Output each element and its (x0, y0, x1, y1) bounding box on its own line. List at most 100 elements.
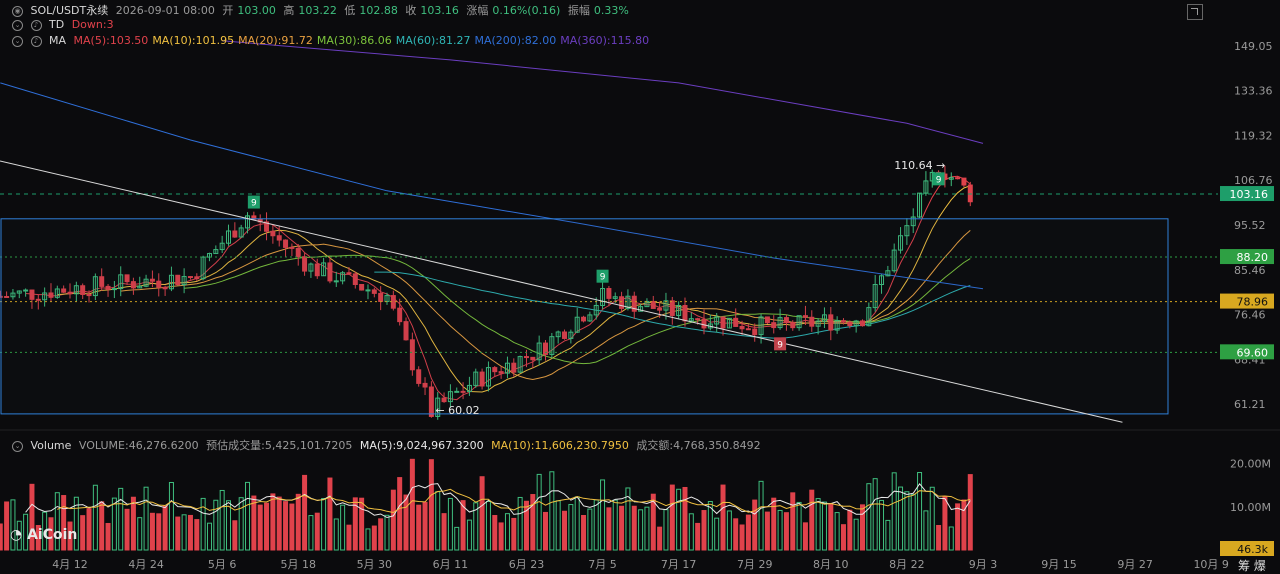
amplitude-value: 0.33% (593, 4, 629, 17)
candle-body (162, 286, 168, 290)
candle-body (289, 246, 295, 249)
candle-body (73, 285, 79, 295)
candle-body (771, 322, 777, 329)
volume-bar (16, 520, 22, 551)
volume-ma-line (57, 488, 971, 514)
fullscreen-icon[interactable] (1187, 4, 1203, 20)
volume-bar (840, 524, 846, 551)
volume-legend[interactable]: ⌄ Volume VOLUME:46,276.6200 预估成交量:5,425,… (12, 437, 765, 453)
bell-icon[interactable]: ♪ (30, 35, 42, 47)
volume-bar (904, 491, 910, 551)
volume-bar (48, 517, 54, 551)
collapse-icon[interactable]: ⌄ (12, 440, 23, 452)
candle-body (891, 249, 897, 272)
candle-body (612, 296, 618, 299)
low-value: 102.88 (359, 4, 398, 17)
volume-bar (574, 496, 580, 551)
volume-bar (961, 499, 967, 551)
volume-axis-label: 20.00M (1230, 458, 1271, 471)
candle-body (441, 397, 447, 403)
candle-body (600, 288, 606, 306)
collapse-icon[interactable]: ⌄ (12, 19, 23, 31)
change-value: 0.16%(0.16) (492, 4, 561, 17)
symbol-name[interactable]: SOL/USDT永续 (30, 4, 109, 17)
volume-bar (479, 476, 485, 551)
collapse-icon[interactable]: ⌄ (12, 35, 23, 47)
candle-body (758, 316, 764, 336)
candle-body (466, 384, 472, 392)
bell-icon[interactable]: ♪ (30, 19, 42, 31)
candle-body (511, 362, 517, 373)
td-mark-label: 9 (777, 340, 783, 350)
candle-body (593, 304, 599, 316)
volume-bar (390, 489, 396, 551)
close-value: 103.16 (420, 4, 459, 17)
volume-bar (733, 518, 739, 551)
candle-body (872, 284, 878, 309)
candle-body (479, 371, 485, 387)
low-annotation: ← 60.02 (435, 404, 479, 417)
ma-label: MA (49, 34, 67, 47)
corner-tools[interactable]: 筹 爆 (1238, 559, 1266, 573)
candle-body (536, 342, 542, 361)
volume-bar (35, 525, 41, 551)
volume-bar (885, 519, 891, 551)
candle-body (543, 342, 548, 355)
volume-ma5: MA(5):9,024,967.3200 (359, 439, 484, 452)
candle-body (923, 180, 929, 194)
candle-body (99, 276, 105, 287)
candle-body (828, 314, 834, 331)
volume-bar (333, 518, 339, 551)
volume-ma-line (25, 482, 971, 519)
open-label: 开 (222, 4, 234, 17)
volume-bar (828, 503, 834, 551)
volume-bar (492, 515, 498, 551)
td-indicator[interactable]: ⌄ ♪ TD Down:3 (12, 18, 118, 31)
candle-body (35, 298, 41, 301)
logo-icon: ◔ (10, 527, 23, 543)
high-value: 103.22 (298, 4, 337, 17)
volume-bar (371, 525, 377, 551)
volume-bar (137, 517, 143, 551)
date-axis-label: 5月 18 (280, 558, 316, 571)
candle-body (555, 331, 561, 338)
volume-bar (118, 487, 124, 551)
price-tag-label: 88.20 (1237, 251, 1269, 264)
date-axis-label: 4月 24 (128, 558, 164, 571)
volume-bar (105, 522, 111, 551)
candle-body (523, 356, 529, 359)
candle-body (270, 230, 276, 237)
volume-bar (340, 504, 346, 551)
price-tag (1220, 344, 1274, 360)
volume-bar (745, 514, 751, 551)
date-axis-label: 8月 22 (889, 558, 925, 571)
volume-bar (4, 501, 10, 551)
ma-legend[interactable]: ⌄ ♪ MA MA(5):103.50 MA(10):101.95 MA(20):9… (12, 34, 653, 47)
volume-bar (130, 496, 136, 551)
change-label: 涨幅 (466, 4, 489, 17)
volume-bar (631, 505, 637, 551)
candle-body (333, 280, 339, 283)
volume-bar (581, 515, 587, 551)
candle-body (302, 256, 308, 272)
volume-bar (866, 483, 872, 551)
volume-estimate: 预估成交量:5,425,101.7205 (206, 439, 353, 452)
volume-bar (403, 494, 409, 551)
volume-bar (568, 504, 574, 551)
td-mark (247, 195, 260, 209)
candle-body (149, 278, 155, 282)
volume-bar (663, 509, 669, 551)
candle-body (454, 390, 460, 393)
candle-body (955, 177, 961, 180)
range-box (0, 218, 1169, 415)
volume-bar (295, 493, 301, 551)
chart-overlays: 110.64 → ← 60.02 9 9 9 9 (0, 159, 1218, 423)
low-label: 低 (344, 4, 356, 17)
date-axis-label: 9月 15 (1041, 558, 1077, 571)
td-mark (596, 269, 609, 283)
volume-bar (54, 492, 60, 551)
volume-bar (42, 511, 48, 551)
volume-bar (910, 494, 916, 551)
candle-body (904, 225, 910, 237)
